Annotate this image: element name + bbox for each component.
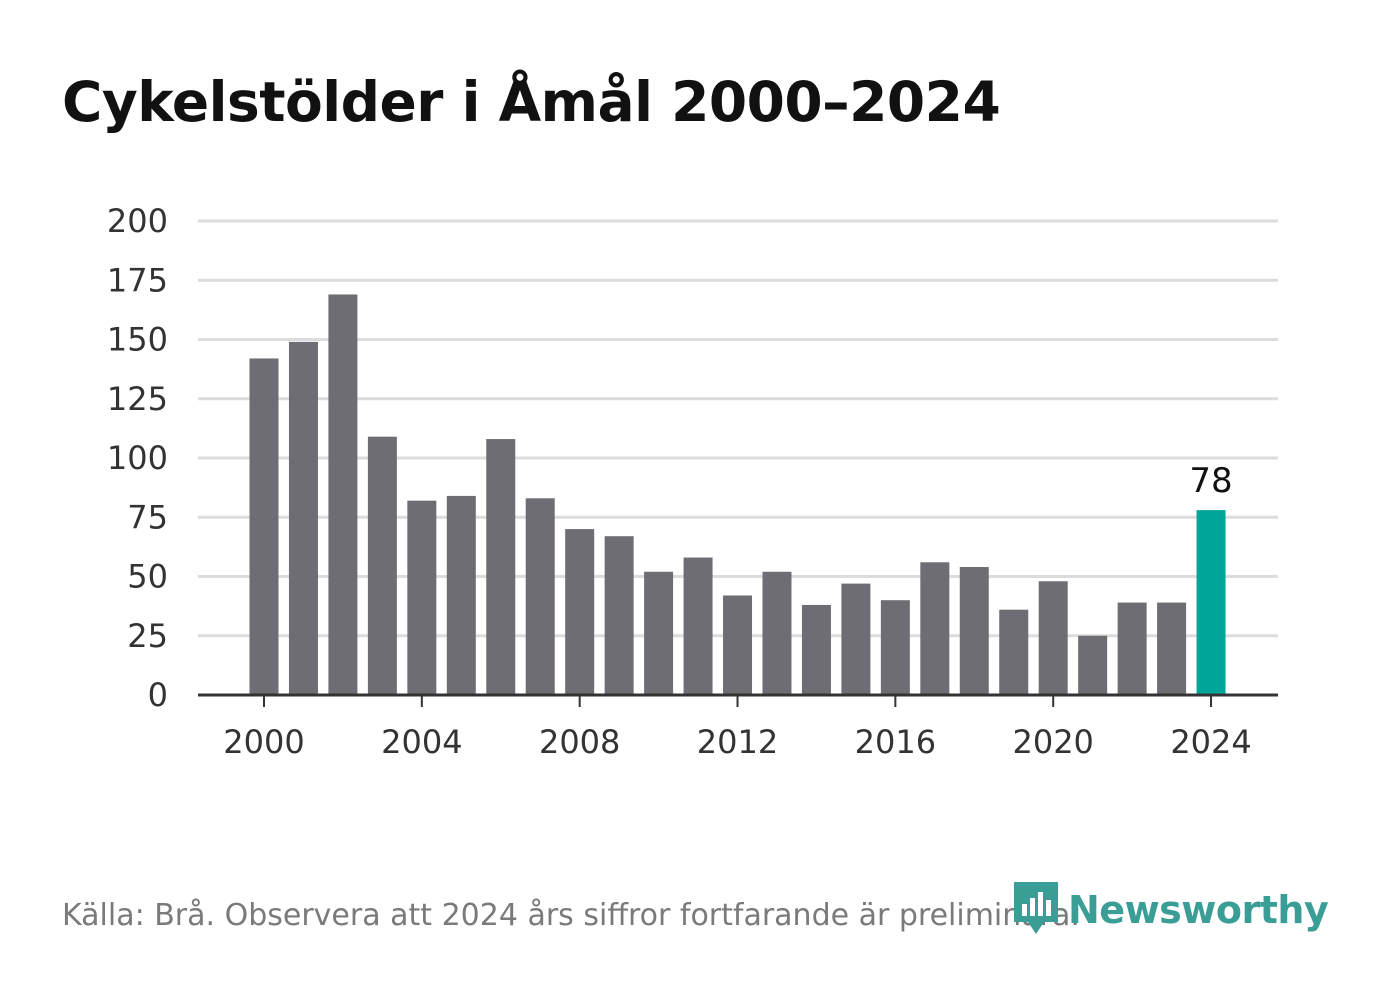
y-tick-label-125: 125	[107, 380, 168, 418]
x-tick-label-2012: 2012	[697, 723, 778, 761]
x-tick-label-2016: 2016	[855, 723, 936, 761]
y-tick-label-50: 50	[127, 558, 168, 596]
y-tick-label-100: 100	[107, 439, 168, 477]
bars	[249, 294, 1226, 695]
y-tick-label-75: 75	[127, 498, 168, 536]
labels: 0 25 50 75 100 125 150 175 200 2000 2004 2008 2012 20…	[107, 202, 1252, 761]
x-tick-label-2000: 2000	[223, 723, 304, 761]
bar-2016	[880, 600, 910, 695]
y-tick-label-175: 175	[107, 261, 168, 299]
logo-text: Newsworthy	[1068, 888, 1329, 932]
bar-2005	[446, 495, 476, 695]
bar-2008	[565, 529, 595, 695]
bar-2014	[801, 604, 831, 695]
newsworthy-logo-icon	[1010, 878, 1062, 942]
bar-2020	[1038, 581, 1068, 695]
gridlines	[198, 219, 1278, 638]
y-tick-label-25: 25	[127, 617, 168, 655]
bar-2015	[841, 583, 871, 695]
bar-2010	[644, 571, 674, 695]
source-note: Källa: Brå. Observera att 2024 års siffr…	[62, 898, 1080, 933]
y-tick-label-200: 200	[107, 202, 168, 240]
bar-2024	[1196, 510, 1226, 695]
x-tick-label-2020: 2020	[1012, 723, 1093, 761]
bar-2004	[407, 500, 437, 695]
x-tick-label-2024: 2024	[1170, 723, 1251, 761]
bar-2012	[723, 595, 753, 695]
newsworthy-logo[interactable]: Newsworthy	[1010, 878, 1329, 942]
bar-2021	[1078, 635, 1108, 695]
bar-2022	[1117, 602, 1147, 695]
bar-2023	[1157, 602, 1187, 695]
x-tick-label-2008: 2008	[539, 723, 620, 761]
x-tick-label-2004: 2004	[381, 723, 462, 761]
data-label-2024: 78	[1189, 461, 1232, 501]
y-tick-label-0: 0	[148, 676, 168, 714]
bar-2001	[288, 341, 318, 695]
bar-2009	[604, 536, 634, 695]
y-tick-label-150: 150	[107, 321, 168, 359]
bar-2019	[999, 609, 1029, 695]
bar-2000	[249, 358, 279, 695]
bar-2003	[367, 436, 397, 695]
bar-2011	[683, 557, 713, 695]
bar-2007	[525, 498, 555, 695]
bar-2002	[328, 294, 358, 695]
chart-title: Cykelstölder i Åmål 2000–2024	[62, 70, 1001, 134]
axes	[198, 693, 1278, 707]
bar-2018	[959, 567, 989, 695]
bar-2006	[486, 439, 516, 695]
bar-2013	[762, 571, 792, 695]
bar-2017	[920, 562, 950, 695]
